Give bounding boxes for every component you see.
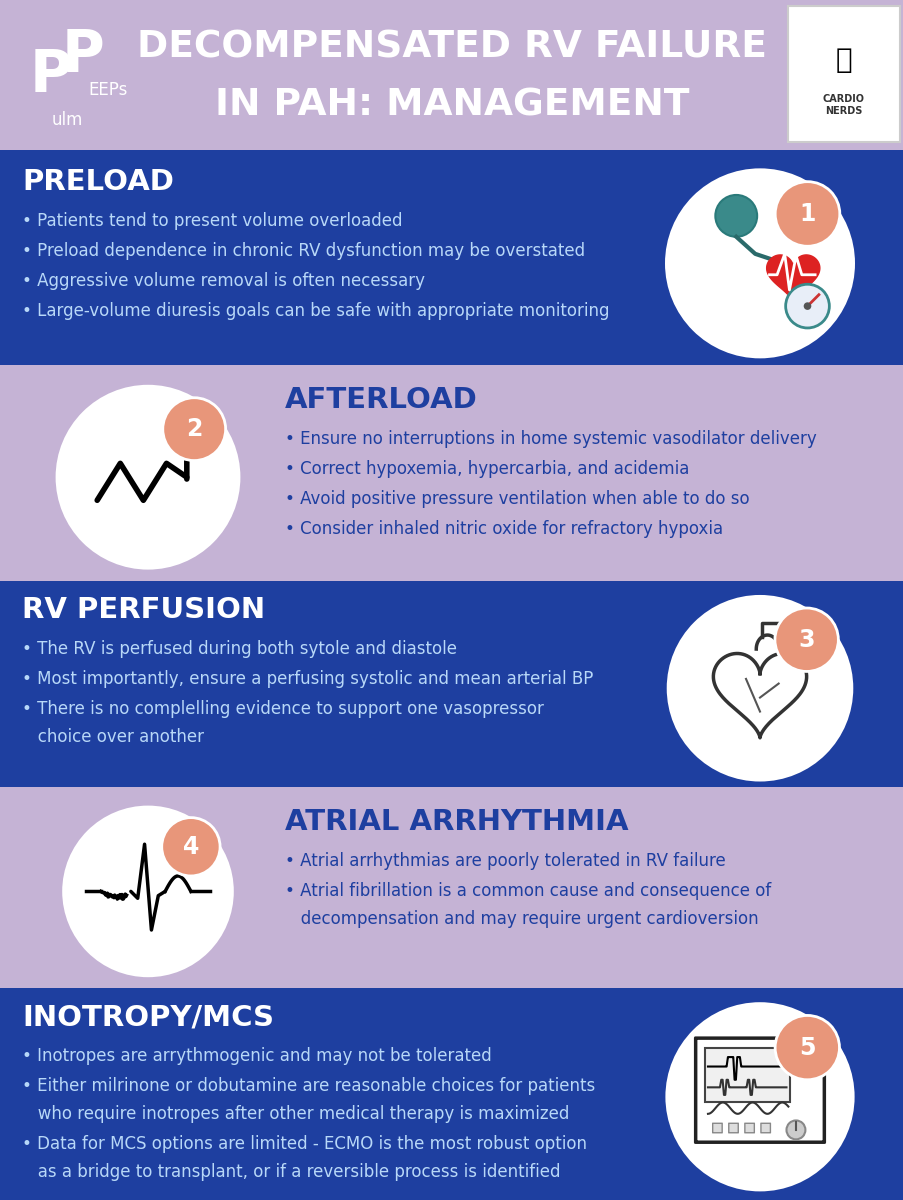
Text: • The RV is perfused during both sytole and diastole: • The RV is perfused during both sytole … <box>22 640 457 658</box>
Text: 2: 2 <box>186 418 202 442</box>
Text: AFTERLOAD: AFTERLOAD <box>284 386 477 414</box>
Text: 3: 3 <box>797 628 814 652</box>
Text: DECOMPENSATED RV FAILURE: DECOMPENSATED RV FAILURE <box>137 30 766 66</box>
Text: • Consider inhaled nitric oxide for refractory hypoxia: • Consider inhaled nitric oxide for refr… <box>284 520 722 538</box>
Text: 1: 1 <box>798 202 815 226</box>
Circle shape <box>774 1015 839 1080</box>
FancyBboxPatch shape <box>0 368 903 578</box>
Text: • Either milrinone or dobutamine are reasonable choices for patients: • Either milrinone or dobutamine are rea… <box>22 1078 594 1094</box>
Text: 4: 4 <box>182 835 199 859</box>
Text: • Aggressive volume removal is often necessary: • Aggressive volume removal is often nec… <box>22 272 424 290</box>
Text: • Large-volume diuresis goals can be safe with appropriate monitoring: • Large-volume diuresis goals can be saf… <box>22 302 609 320</box>
Text: choice over another: choice over another <box>22 728 204 746</box>
Polygon shape <box>787 1060 804 1075</box>
Text: • Inotropes are arrythmogenic and may not be tolerated: • Inotropes are arrythmogenic and may no… <box>22 1046 491 1066</box>
Text: ATRIAL ARRHYTHMIA: ATRIAL ARRHYTHMIA <box>284 808 628 836</box>
Circle shape <box>786 1121 805 1139</box>
FancyBboxPatch shape <box>0 787 903 793</box>
FancyBboxPatch shape <box>728 1123 738 1133</box>
Text: PRELOAD: PRELOAD <box>22 168 173 196</box>
FancyBboxPatch shape <box>0 0 903 150</box>
Text: 5: 5 <box>798 1036 815 1060</box>
FancyBboxPatch shape <box>712 1123 721 1133</box>
Text: INOTROPY/MCS: INOTROPY/MCS <box>22 1003 274 1031</box>
FancyBboxPatch shape <box>0 985 903 1200</box>
Circle shape <box>163 397 226 461</box>
FancyBboxPatch shape <box>760 1123 769 1133</box>
FancyBboxPatch shape <box>0 982 903 988</box>
Text: ulm: ulm <box>52 110 83 128</box>
FancyBboxPatch shape <box>744 1123 753 1133</box>
Text: • Patients tend to present volume overloaded: • Patients tend to present volume overlo… <box>22 212 402 230</box>
Polygon shape <box>766 254 819 304</box>
Text: • Ensure no interruptions in home systemic vasodilator delivery: • Ensure no interruptions in home system… <box>284 430 815 448</box>
Text: P: P <box>62 26 105 84</box>
Circle shape <box>785 284 828 328</box>
Text: • Avoid positive pressure ventilation when able to do so: • Avoid positive pressure ventilation wh… <box>284 490 749 508</box>
Circle shape <box>665 1002 853 1192</box>
Text: RV PERFUSION: RV PERFUSION <box>22 596 265 624</box>
Text: • Atrial fibrillation is a common cause and consequence of: • Atrial fibrillation is a common cause … <box>284 882 770 900</box>
Circle shape <box>162 817 219 876</box>
Text: EEPs: EEPs <box>88 80 127 98</box>
Circle shape <box>665 168 854 359</box>
Text: decompensation and may require urgent cardioversion: decompensation and may require urgent ca… <box>284 910 758 928</box>
Circle shape <box>666 595 852 781</box>
Circle shape <box>775 181 839 246</box>
FancyBboxPatch shape <box>704 1048 789 1103</box>
Text: • Atrial arrhythmias are poorly tolerated in RV failure: • Atrial arrhythmias are poorly tolerate… <box>284 852 725 870</box>
Text: as a bridge to transplant, or if a reversible process is identified: as a bridge to transplant, or if a rever… <box>22 1163 560 1181</box>
Text: • Data for MCS options are limited - ECMO is the most robust option: • Data for MCS options are limited - ECM… <box>22 1135 586 1153</box>
Circle shape <box>62 805 234 977</box>
Circle shape <box>714 194 757 236</box>
Text: P: P <box>30 47 72 103</box>
FancyBboxPatch shape <box>0 365 903 371</box>
FancyBboxPatch shape <box>695 1038 824 1142</box>
Text: • Most importantly, ensure a perfusing systolic and mean arterial BP: • Most importantly, ensure a perfusing s… <box>22 670 592 688</box>
Text: 🫀: 🫀 <box>834 46 852 74</box>
FancyBboxPatch shape <box>0 575 903 581</box>
Circle shape <box>774 608 837 672</box>
FancyBboxPatch shape <box>787 6 899 142</box>
Text: IN PAH: MANAGEMENT: IN PAH: MANAGEMENT <box>215 86 688 122</box>
Circle shape <box>803 302 810 310</box>
Text: • There is no complelling evidence to support one vasopressor: • There is no complelling evidence to su… <box>22 700 544 718</box>
Text: • Correct hypoxemia, hypercarbia, and acidemia: • Correct hypoxemia, hypercarbia, and ac… <box>284 460 689 478</box>
FancyBboxPatch shape <box>0 578 903 790</box>
Text: • Preload dependence in chronic RV dysfunction may be overstated: • Preload dependence in chronic RV dysfu… <box>22 242 584 260</box>
FancyBboxPatch shape <box>0 790 903 985</box>
FancyBboxPatch shape <box>0 150 903 368</box>
Text: CARDIO
NERDS: CARDIO NERDS <box>822 94 864 116</box>
Circle shape <box>56 385 240 570</box>
Text: who require inotropes after other medical therapy is maximized: who require inotropes after other medica… <box>22 1105 569 1123</box>
